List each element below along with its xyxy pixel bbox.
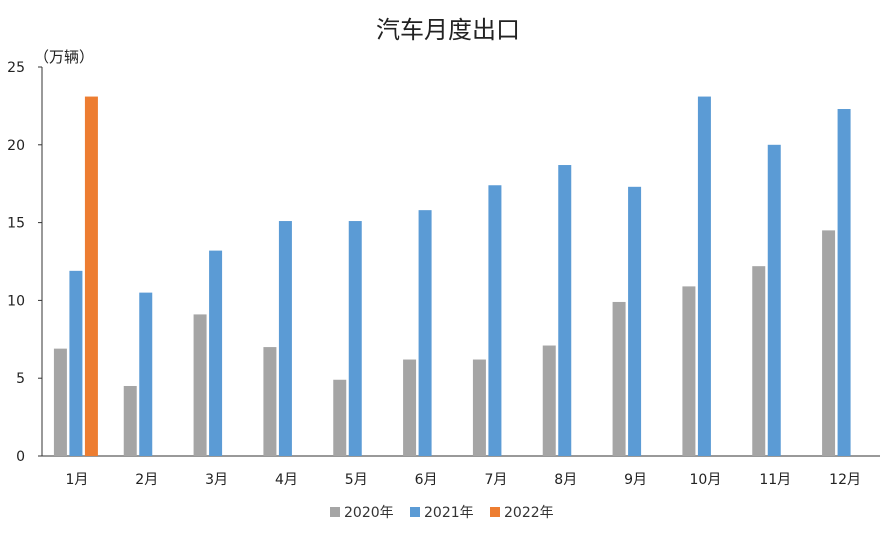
bar-2021年-2月: [139, 292, 153, 456]
bar-2020年-9月: [612, 301, 626, 456]
x-tick-label: 12月: [829, 472, 861, 488]
bar-2021年-4月: [278, 221, 292, 456]
bar-2022年-1月: [84, 96, 98, 457]
x-tick-label: 2月: [135, 472, 158, 488]
bar-2020年-6月: [403, 359, 417, 456]
bar-2020年-12月: [822, 230, 836, 456]
bar-2021年-8月: [558, 165, 572, 456]
bar-2021年-1月: [69, 270, 83, 456]
bar-2021年-6月: [418, 210, 432, 456]
x-tick-label: 6月: [415, 472, 438, 488]
x-tick-label: 4月: [275, 472, 298, 488]
bar-2020年-7月: [472, 359, 486, 456]
x-tick-label: 8月: [554, 472, 577, 488]
bar-2020年-11月: [752, 266, 766, 456]
legend-swatch-2022年: [490, 507, 500, 517]
x-tick-label: 3月: [205, 472, 228, 488]
bar-2021年-12月: [837, 109, 851, 457]
bar-2020年-4月: [263, 347, 277, 456]
legend-label: 2022年: [504, 505, 554, 521]
bar-2021年-11月: [767, 144, 781, 457]
y-tick-label: 25: [7, 60, 25, 76]
bar-2020年-3月: [193, 314, 207, 456]
bar-2020年-10月: [682, 286, 696, 456]
legend-swatch-2021年: [410, 507, 420, 517]
x-tick-label: 9月: [624, 472, 647, 488]
chart-title: 汽车月度出口: [376, 16, 520, 44]
y-tick-label: 5: [16, 371, 25, 387]
bar-2020年-2月: [123, 385, 137, 456]
x-tick-label: 5月: [345, 472, 368, 488]
bar-2021年-3月: [209, 250, 223, 456]
legend-swatch-2020年: [330, 507, 340, 517]
y-tick-label: 0: [16, 449, 25, 465]
x-tick-label: 10月: [690, 472, 722, 488]
bar-2021年-5月: [348, 221, 362, 456]
y-axis-unit-label: （万辆）: [34, 48, 95, 66]
legend-label: 2021年: [424, 505, 474, 521]
bar-2020年-1月: [53, 348, 67, 456]
bar-2021年-10月: [697, 96, 711, 457]
y-tick-label: 15: [7, 216, 25, 232]
bar-2021年-7月: [488, 185, 502, 457]
legend-label: 2020年: [344, 505, 394, 521]
x-tick-label: 7月: [484, 472, 507, 488]
y-tick-label: 20: [7, 138, 25, 154]
x-tick-label: 1月: [65, 472, 88, 488]
bar-2020年-8月: [542, 345, 556, 456]
bar-2021年-9月: [628, 186, 642, 456]
y-tick-label: 10: [7, 293, 25, 309]
bar-2020年-5月: [333, 379, 347, 456]
x-tick-label: 11月: [759, 472, 791, 488]
